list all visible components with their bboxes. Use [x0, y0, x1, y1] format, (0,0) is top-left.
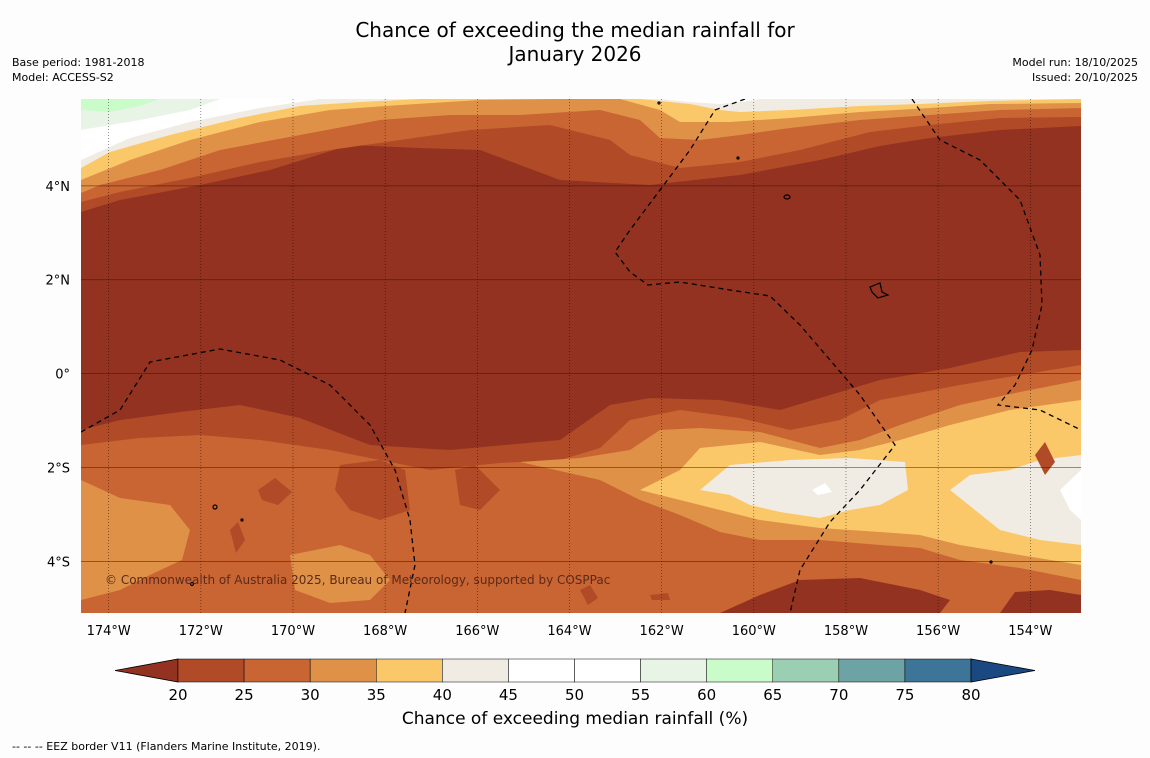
island-dot-5 [989, 560, 993, 564]
colorbar-segment [508, 658, 575, 683]
lon-tick-label: 164°W [547, 624, 591, 639]
colorbar-segment [376, 658, 443, 683]
colorbar-segment [574, 658, 641, 683]
colorbar-tick-label: 50 [565, 686, 584, 704]
colorbar-tick-label: 70 [829, 686, 848, 704]
copyright-text: © Commonwealth of Australia 2025, Bureau… [105, 573, 610, 587]
model-run: Model run: 18/10/2025 [1012, 56, 1138, 69]
lon-tick-label: 158°W [824, 624, 868, 639]
lon-tick-label: 154°W [1008, 624, 1052, 639]
island-dot-3 [189, 581, 195, 587]
lat-tick-label: 4°S [47, 555, 70, 570]
latitude-labels: 4°N 2°N 0° 2°S 4°S [46, 180, 71, 571]
colorbar-segment [706, 658, 774, 683]
colorbar-tick-label: 25 [235, 686, 254, 704]
colorbar-min-extension [114, 658, 179, 683]
map-plot-area [81, 99, 1081, 613]
colorbar-tick-label: 45 [499, 686, 518, 704]
lon-tick-label: 168°W [363, 624, 407, 639]
map-title: Chance of exceeding the median rainfall … [0, 18, 1150, 66]
colorbar-tick-label: 20 [168, 686, 187, 704]
title-line-2: January 2026 [508, 42, 642, 66]
lon-tick-label: 166°W [455, 624, 499, 639]
colorbar-tick-label: 80 [961, 686, 980, 704]
model-name: Model: ACCESS-S2 [12, 71, 114, 84]
lon-tick-label: 156°W [916, 624, 960, 639]
region-south-45 [700, 455, 1081, 545]
colorbar-tick-label: 60 [697, 686, 716, 704]
lat-tick-label: 0° [55, 368, 70, 383]
island-kiritimati [869, 282, 890, 299]
lon-tick-label: 170°W [271, 624, 315, 639]
island-dot-4 [240, 518, 244, 522]
colorbar-segment [243, 658, 311, 683]
base-period: Base period: 1981-2018 [12, 56, 145, 69]
lat-tick-label: 4°N [46, 180, 71, 195]
eez-legend: -- -- -- EEZ border V11 (Flanders Marine… [12, 740, 321, 753]
eez-border-west [81, 348, 416, 613]
region-north-60 [81, 99, 160, 112]
region-north-35 [81, 99, 1081, 193]
island-swains [657, 101, 661, 105]
island-dot-2 [736, 156, 740, 160]
colorbar-tick-label: 55 [631, 686, 650, 704]
colorbar-max-extension [970, 658, 1036, 683]
colorbar-tick-label: 65 [763, 686, 782, 704]
region-south-35 [81, 380, 1081, 603]
colorbar-tick-label: 35 [367, 686, 386, 704]
lon-tick-label: 160°W [732, 624, 776, 639]
colorbar-segment [838, 658, 906, 683]
colorbar-segment [640, 658, 707, 683]
meta-left: Base period: 1981-2018 Model: ACCESS-S2 [12, 55, 144, 85]
colorbar: 20 25 30 35 40 45 50 55 60 65 70 75 80 [114, 658, 1036, 704]
eez-border-central [614, 99, 896, 613]
lat-tick-label: 2°S [47, 461, 70, 476]
colorbar-tick-label: 75 [895, 686, 914, 704]
colorbar-label: Chance of exceeding median rainfall (%) [401, 709, 749, 729]
colorbar-segment [904, 658, 972, 683]
graticule [81, 99, 1081, 613]
colorbar-segment [309, 658, 377, 683]
islands [189, 101, 993, 587]
lat-tick-label: 2°N [46, 274, 71, 289]
title-line-1: Chance of exceeding the median rainfall … [355, 18, 795, 42]
issued-date: Issued: 20/10/2025 [1031, 71, 1138, 84]
colorbar-segment [177, 658, 245, 683]
longitude-labels: 174°W 172°W 170°W 168°W 166°W 164°W 162°W 160°W… [87, 624, 1053, 639]
colorbar-segment [772, 658, 840, 683]
meta-right: Model run: 18/10/2025 Issued: 20/10/2025 [1012, 55, 1138, 85]
lon-tick-label: 174°W [87, 624, 131, 639]
eez-borders [81, 99, 1081, 613]
colorbar-tick-label: 40 [433, 686, 452, 704]
island-jarvis [783, 194, 791, 200]
colorbar-segment [442, 658, 509, 683]
lon-tick-label: 172°W [179, 624, 223, 639]
island-baker [212, 504, 218, 510]
colorbar-tick-label: 30 [301, 686, 320, 704]
lon-tick-label: 162°W [640, 624, 684, 639]
region-south-20 [720, 578, 1081, 613]
